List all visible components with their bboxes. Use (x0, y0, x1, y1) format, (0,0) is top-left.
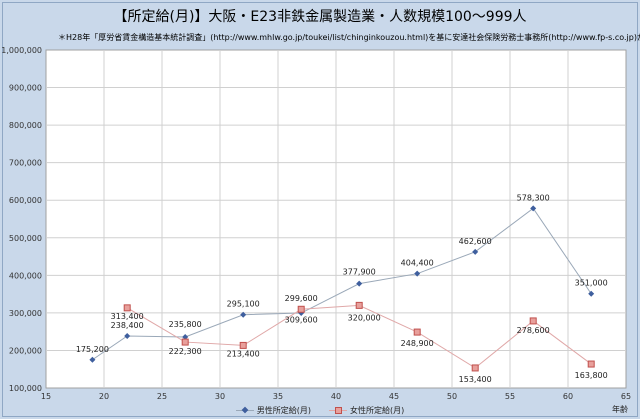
data-label-female: 313,400 (111, 312, 144, 321)
data-point-male (472, 248, 479, 255)
axes: 100,000 200,000 300,000 400,000 500,000 600,0… (1, 46, 631, 401)
data-label-female: 248,900 (401, 339, 434, 348)
y-tick-label: 300,000 (9, 309, 42, 318)
data-point-female (587, 360, 595, 368)
data-point-male (182, 333, 189, 340)
data-label-female: 222,300 (169, 347, 202, 356)
data-label-female: 153,400 (459, 375, 492, 384)
y-tick-label: 100,000 (9, 384, 42, 393)
legend-item-male: 男性所定給(月) (235, 405, 311, 416)
y-tick-label: 500,000 (9, 234, 42, 243)
data-label-female: 213,400 (227, 349, 260, 358)
legend-swatch-female (329, 406, 347, 414)
y-tick-label: 400,000 (9, 271, 42, 280)
x-tick-label: 65 (621, 392, 631, 401)
data-label-male: 404,400 (401, 259, 434, 268)
chart-source-note: ＊H28年「厚労省賃金構造基本統計調査」(http://www.mhlw.go.… (58, 33, 640, 42)
x-tick-label: 55 (505, 392, 515, 401)
data-label-male: 175,200 (76, 345, 109, 354)
data-point-male (124, 333, 131, 340)
legend-swatch-male (235, 406, 254, 413)
data-point-female (181, 338, 189, 346)
legend-label-male: 男性所定給(月) (256, 405, 311, 415)
x-tick-label: 60 (563, 392, 573, 401)
data-point-male (89, 356, 96, 363)
x-tick-label: 40 (331, 392, 341, 401)
x-tick-label: 20 (99, 392, 109, 401)
data-point-female (355, 301, 363, 309)
y-tick-label: 200,000 (9, 346, 42, 355)
x-axis-label: 年齢 (612, 405, 628, 414)
y-tick-label: 700,000 (9, 159, 42, 168)
data-label-female: 278,600 (517, 326, 550, 335)
legend-marker-female (335, 406, 342, 414)
data-point-male (414, 270, 421, 277)
data-point-female (529, 317, 537, 325)
x-tick-label: 35 (273, 392, 283, 401)
chart-title: 【所定給(月)】大阪・E23非鉄金属製造業・人数規模100～999人 (113, 9, 527, 25)
data-point-male (240, 311, 247, 318)
data-point-female (413, 328, 421, 336)
series-layer (89, 205, 595, 372)
data-label-male: 377,900 (343, 268, 376, 277)
data-point-male (530, 205, 537, 212)
legend-marker-male (241, 406, 249, 413)
data-point-male (588, 290, 595, 297)
series-line-male (92, 207, 592, 361)
y-tick-label: 900,000 (9, 84, 42, 93)
x-tick-label: 25 (157, 392, 167, 401)
x-tick-label: 45 (389, 392, 399, 401)
x-tick-label: 15 (41, 392, 51, 401)
data-label-male: 235,800 (169, 320, 202, 329)
legend-label-female: 女性所定給(月) (350, 405, 405, 415)
y-tick-label: 600,000 (9, 196, 42, 205)
x-tick-label: 50 (447, 392, 457, 401)
data-label-male: 462,600 (459, 237, 492, 246)
data-label-female: 309,600 (285, 315, 318, 324)
data-point-female (239, 341, 247, 349)
y-tick-label: 800,000 (9, 121, 42, 130)
data-label-male: 578,300 (517, 193, 550, 202)
data-label-female: 163,800 (575, 371, 608, 380)
data-point-female (297, 305, 305, 313)
data-label-male: 295,100 (227, 300, 260, 309)
data-label-male: 299,600 (285, 294, 318, 303)
data-label-female: 320,000 (348, 313, 381, 322)
y-tick-label: 1,000,000 (1, 46, 42, 55)
data-point-female (471, 364, 479, 372)
legend: 男性所定給(月) 女性所定給(月) (0, 403, 640, 417)
x-tick-label: 30 (215, 392, 225, 401)
grid (45, 49, 627, 389)
data-point-female (123, 304, 131, 312)
data-point-male (356, 280, 363, 287)
data-label-male: 238,400 (111, 321, 144, 330)
legend-item-female: 女性所定給(月) (329, 405, 404, 416)
data-labels: 175,200 238,400 235,800 295,100 299,600 377,9… (76, 193, 608, 384)
data-label-male: 351,000 (575, 279, 608, 288)
